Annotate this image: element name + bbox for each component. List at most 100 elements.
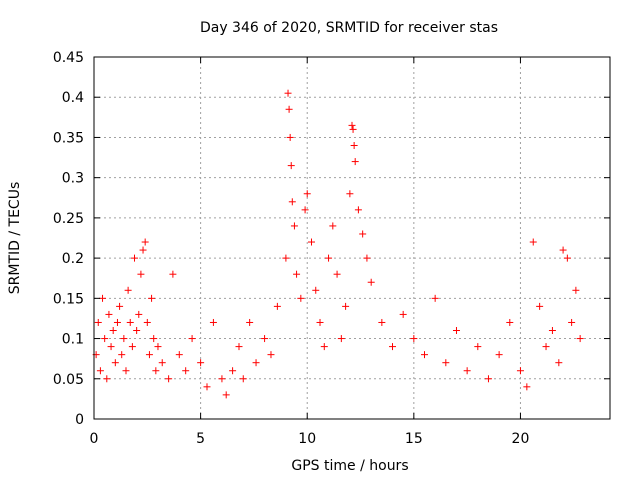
data-point [297,294,305,302]
data-point [203,383,211,391]
data-point [111,359,119,367]
data-point [349,125,357,133]
data-point [109,327,117,335]
data-point [165,375,173,383]
data-point [118,351,126,359]
data-points [92,89,584,399]
data-point [367,278,375,286]
data-point [197,359,205,367]
data-point [378,318,386,326]
data-point [542,343,550,351]
data-point [209,318,217,326]
data-point [529,238,537,246]
data-point [222,391,230,399]
data-point [329,222,337,230]
data-point [312,286,320,294]
data-point [252,359,260,367]
data-point [101,335,109,343]
data-point [316,318,324,326]
y-tick-label: 0.45 [53,50,84,66]
y-tick-label: 0.15 [53,291,84,307]
y-tick-label: 0.3 [62,171,84,187]
data-point [229,367,237,375]
data-point [346,190,354,198]
data-point [135,310,143,318]
y-tick-label: 0.05 [53,372,84,388]
y-axis-label: SRMTID / TECUs [7,182,23,295]
data-point [116,302,124,310]
data-point [139,246,147,254]
data-point [128,343,136,351]
data-point [282,254,290,262]
data-point [484,375,492,383]
data-point [548,327,556,335]
data-point [506,318,514,326]
data-point [133,327,141,335]
data-point [410,335,418,343]
data-point [568,318,576,326]
data-point [325,254,333,262]
data-point [342,302,350,310]
data-point [152,367,160,375]
data-point [273,302,281,310]
data-point [337,335,345,343]
data-point [284,89,292,97]
data-point [399,310,407,318]
data-point [267,351,275,359]
data-point [431,294,439,302]
data-point [420,351,428,359]
data-point [536,302,544,310]
data-point [290,222,298,230]
data-point [107,343,115,351]
data-point [126,318,134,326]
data-point [555,359,563,367]
data-point [120,335,128,343]
grid [94,57,610,419]
x-tick-label: 15 [405,431,423,447]
plot-frame [93,56,611,420]
data-point [576,335,584,343]
data-point [287,162,295,170]
x-tick-label: 0 [90,431,99,447]
data-point [239,375,247,383]
y-tick-label: 0.25 [53,211,84,227]
data-point [235,343,243,351]
data-point [350,141,358,149]
data-point [148,294,156,302]
data-point [320,343,328,351]
data-point [463,367,471,375]
axis-ticks: 0 0.05 0.1 0.15 0.2 0.25 0.3 0.35 0.4 0.45 0 5 10 15 2… [53,50,610,447]
data-point [246,318,254,326]
y-tick-label: 0.4 [62,90,84,106]
data-point [303,190,311,198]
y-tick-label: 0.2 [62,251,84,267]
data-point [96,367,104,375]
data-point [572,286,580,294]
data-point [145,351,153,359]
chart-title: Day 346 of 2020, SRMTID for receiver sta… [200,20,498,36]
data-point [113,318,121,326]
data-point [442,359,450,367]
data-point [452,327,460,335]
data-point [105,310,113,318]
data-point [301,206,309,214]
data-point [351,158,359,166]
data-point [495,351,503,359]
data-point [359,230,367,238]
data-point [122,367,130,375]
data-point [559,246,567,254]
data-point [286,133,294,141]
data-point [103,375,111,383]
data-point [182,367,190,375]
data-point [333,270,341,278]
y-tick-label: 0 [75,412,84,428]
y-tick-label: 0.1 [62,332,84,348]
data-point [389,343,397,351]
data-point [261,335,269,343]
x-tick-label: 10 [298,431,316,447]
y-tick-label: 0.35 [53,130,84,146]
data-point [563,254,571,262]
data-point [141,238,149,246]
data-point [354,206,362,214]
